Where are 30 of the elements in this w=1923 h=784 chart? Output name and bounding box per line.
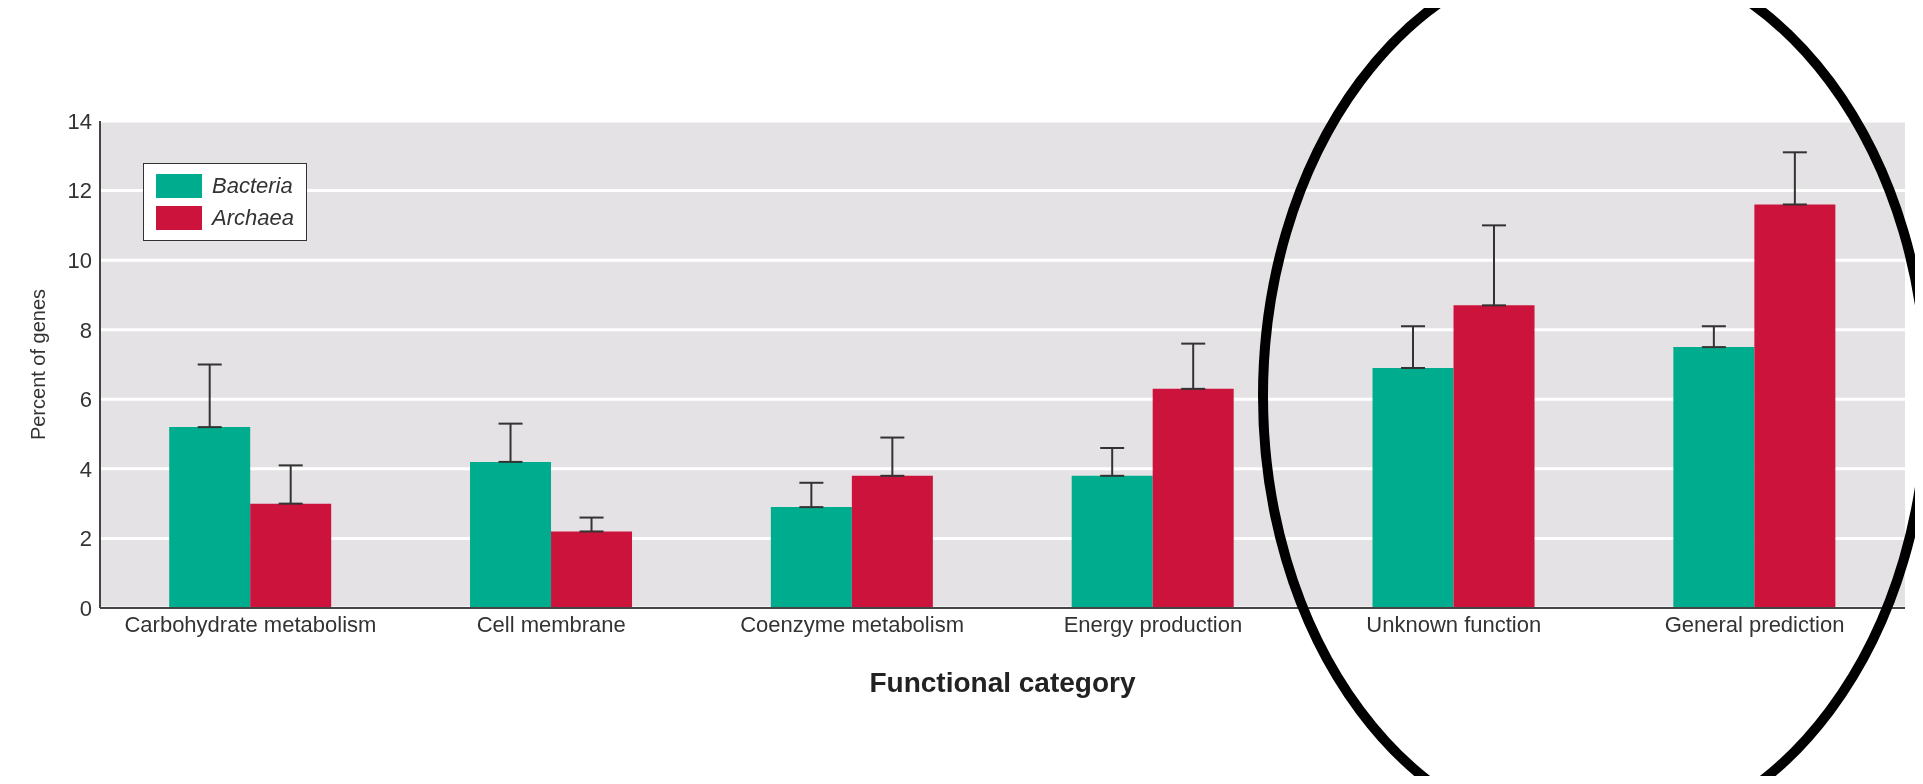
bar	[1071, 475, 1153, 608]
x-tick-label: Unknown function	[1366, 611, 1542, 637]
bar	[1754, 204, 1836, 608]
bar	[169, 427, 251, 608]
legend-label: Bacteria	[212, 173, 293, 199]
y-tick-label: 12	[67, 178, 92, 204]
x-tick-label: Coenzyme metabolism	[740, 611, 964, 637]
bar	[770, 507, 852, 608]
y-tick-label: 6	[79, 387, 92, 413]
x-axis-title: Functional category	[869, 667, 1136, 698]
y-tick-label: 14	[67, 108, 92, 134]
bar	[1372, 367, 1454, 608]
x-tick-label: General prediction	[1664, 611, 1845, 637]
bar	[1673, 347, 1755, 608]
bar	[551, 531, 633, 608]
y-tick-label: 0	[79, 595, 92, 621]
bar	[250, 503, 332, 608]
y-axis-title: Percent of genes	[27, 288, 50, 441]
bar	[1152, 388, 1234, 608]
y-tick-label: 10	[67, 247, 92, 273]
legend-label: Archaea	[212, 205, 294, 231]
bar	[1453, 305, 1535, 608]
x-tick-label: Cell membrane	[476, 611, 626, 637]
y-tick-label: 2	[79, 526, 92, 552]
x-tick-label: Carbohydrate metabolism	[124, 611, 377, 637]
y-tick-label: 8	[79, 317, 92, 343]
y-tick-label: 4	[79, 456, 92, 482]
bar	[470, 461, 552, 608]
bar	[851, 475, 933, 608]
x-tick-label: Energy production	[1063, 611, 1243, 637]
